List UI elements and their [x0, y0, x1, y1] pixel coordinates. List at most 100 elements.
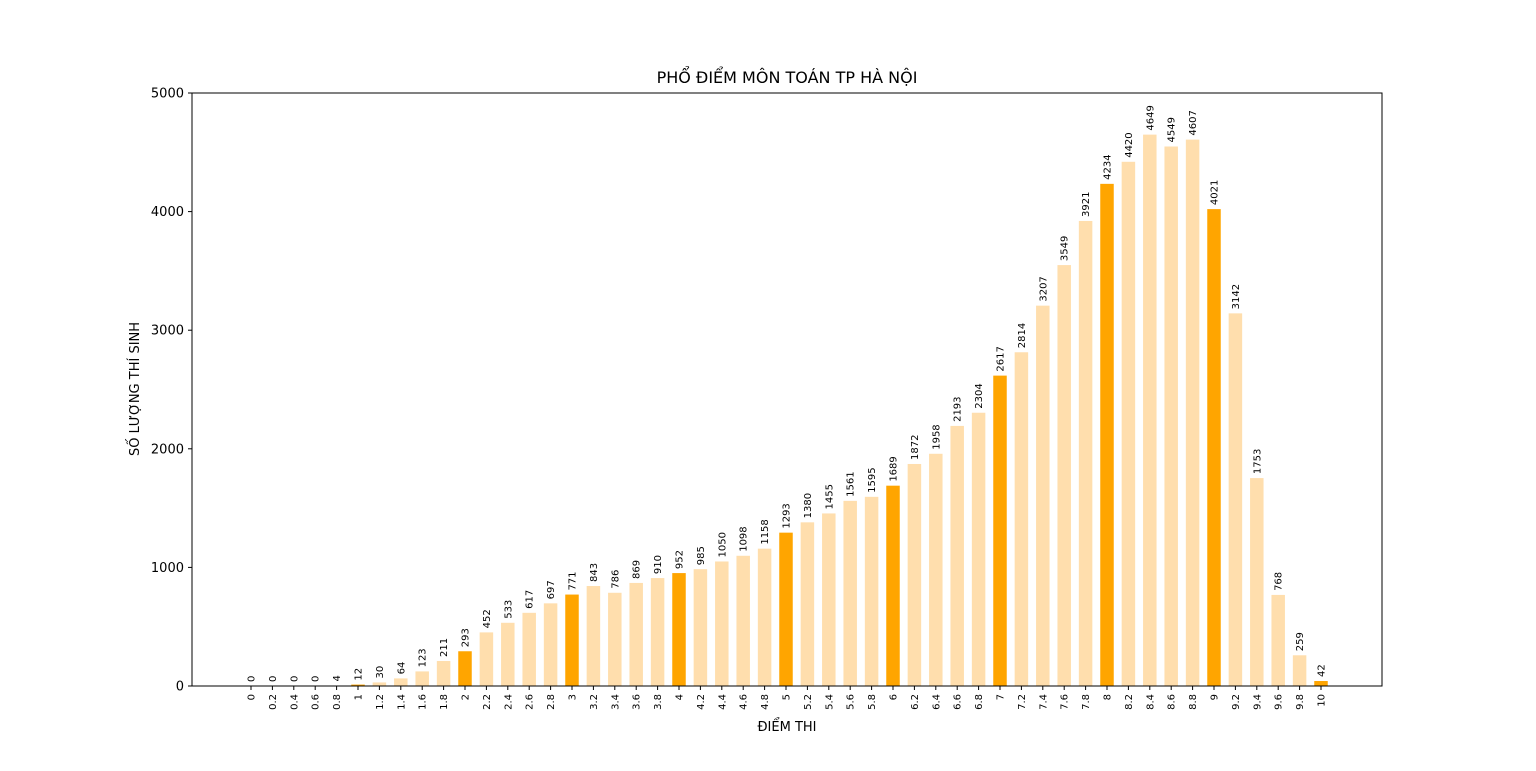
bar-2.2	[479, 632, 494, 686]
bar-8.8	[1185, 139, 1200, 687]
bar-value-label-0.6: 0	[311, 676, 322, 682]
bar-7	[993, 375, 1007, 686]
bar-2.4	[501, 622, 515, 686]
bar-3	[565, 594, 579, 686]
bar-value-label-4.4: 1050	[717, 532, 728, 557]
bar-1.8	[436, 660, 451, 686]
bar-value-label-5.8: 1595	[867, 467, 878, 492]
bar-6.2	[907, 463, 922, 686]
bar-value-label-0.4: 0	[289, 676, 300, 682]
bar-value-label-4: 952	[675, 550, 686, 569]
x-tick-label-8.8: 8.8	[1188, 694, 1199, 710]
bar-value-label-8.6: 4549	[1167, 117, 1178, 142]
bar-value-label-8.2: 4420	[1124, 132, 1135, 157]
bar-value-label-6.8: 2304	[974, 383, 985, 408]
bar-value-label-6.4: 1958	[931, 424, 942, 449]
x-tick-label-2.2: 2.2	[482, 694, 493, 710]
x-tick-label-0: 0	[247, 694, 258, 700]
x-tick-label-6.4: 6.4	[931, 694, 942, 710]
x-tick-label-0.6: 0.6	[311, 694, 322, 710]
y-axis-label: SỐ LƯỢNG THÍ SINH	[126, 322, 143, 456]
bar-value-label-0.8: 4	[332, 675, 343, 681]
bar-9	[1207, 209, 1221, 687]
bar-value-label-4.8: 1158	[760, 519, 771, 544]
bar-value-label-2.8: 697	[546, 580, 557, 599]
bar-value-label-9.4: 1753	[1252, 449, 1263, 474]
bar-3.4	[608, 592, 622, 686]
bar-7.2	[1014, 352, 1029, 686]
bar-6.6	[950, 425, 964, 686]
bar-9.6	[1271, 594, 1285, 686]
x-tick-label-9.8: 9.8	[1295, 694, 1306, 710]
bar-1.2	[372, 682, 387, 686]
bar-6.4	[929, 453, 943, 686]
bar-9.2	[1228, 313, 1243, 686]
bar-value-label-7.4: 3207	[1038, 276, 1049, 301]
bar-value-label-1.2: 30	[375, 666, 386, 679]
y-axis-ticks: 0 1000 2000 3000 4000 5000	[151, 87, 192, 695]
x-axis-label: ĐIỂM THI	[757, 718, 816, 735]
x-tick-label-4: 4	[675, 694, 686, 700]
bar-value-label-6: 1689	[889, 456, 900, 481]
bar-value-label-2.6: 617	[525, 590, 536, 609]
x-tick-label-6.2: 6.2	[910, 694, 921, 710]
x-tick-label-0.8: 0.8	[332, 694, 343, 710]
bar-value-label-3.8: 910	[653, 555, 664, 574]
x-tick-label-3.8: 3.8	[653, 694, 664, 710]
bar-value-label-7.8: 3921	[1081, 192, 1092, 217]
x-tick-label-3.2: 3.2	[589, 694, 600, 710]
bar-1.6	[415, 671, 429, 686]
x-tick-label-5.8: 5.8	[867, 694, 878, 710]
y-tick-label-0: 0	[176, 680, 184, 695]
x-tick-label-1.8: 1.8	[439, 694, 450, 710]
bar-5.8	[864, 496, 879, 686]
bar-value-label-3.2: 843	[589, 563, 600, 582]
value-labels-group: 0 0 0 0 4 12 30 64 123 211 293 452 533 617 697 771 843 78…	[247, 105, 1328, 682]
x-tick-label-4.4: 4.4	[717, 694, 728, 710]
bar-value-label-9.8: 259	[1295, 632, 1306, 651]
plot-frame	[191, 92, 1383, 687]
bar-2.6	[522, 612, 536, 686]
bar-value-label-7.6: 3549	[1060, 236, 1071, 261]
y-tick-label-1000: 1000	[151, 561, 184, 576]
x-tick-label-8.2: 8.2	[1124, 694, 1135, 710]
x-tick-label-6: 6	[889, 694, 900, 700]
bar-value-label-1.6: 123	[418, 648, 429, 667]
y-tick-label-3000: 3000	[151, 324, 184, 339]
x-tick-label-5.2: 5.2	[803, 694, 814, 710]
bar-1.4	[394, 678, 408, 686]
bar-2	[458, 651, 472, 686]
bar-value-label-7: 2617	[996, 346, 1007, 371]
y-tick-label-2000: 2000	[151, 442, 184, 457]
x-tick-label-3: 3	[568, 694, 579, 700]
x-tick-label-7: 7	[996, 694, 1007, 700]
x-tick-label-3.6: 3.6	[632, 694, 643, 710]
x-tick-label-1.6: 1.6	[418, 694, 429, 710]
bar-value-label-1.8: 211	[439, 638, 450, 657]
x-tick-label-9: 9	[1210, 694, 1221, 700]
bar-value-label-2.4: 533	[503, 600, 514, 619]
bar-6	[886, 485, 900, 686]
x-tick-label-5.4: 5.4	[824, 694, 835, 710]
x-tick-label-8: 8	[1103, 694, 1114, 700]
x-tick-label-5: 5	[782, 694, 793, 700]
bar-7.4	[1036, 305, 1050, 686]
x-tick-label-4.2: 4.2	[696, 694, 707, 710]
x-tick-label-2.4: 2.4	[503, 694, 514, 710]
bar-5.4	[822, 513, 836, 686]
bar-value-label-5.6: 1561	[846, 471, 857, 496]
bar-2.8	[543, 603, 558, 686]
x-tick-label-7.2: 7.2	[1017, 694, 1028, 710]
bar-value-label-5: 1293	[782, 503, 793, 528]
bar-8	[1100, 183, 1114, 686]
bar-value-label-6.6: 2193	[953, 396, 964, 421]
bar-7.6	[1057, 265, 1071, 686]
bar-value-label-10: 42	[1317, 664, 1328, 677]
bar-10	[1314, 681, 1328, 686]
x-tick-label-4.6: 4.6	[739, 694, 750, 710]
bar-value-label-5.2: 1380	[803, 493, 814, 518]
x-tick-label-6.6: 6.6	[953, 694, 964, 710]
x-tick-label-4.8: 4.8	[760, 694, 771, 710]
bar-value-label-9.6: 768	[1274, 572, 1285, 591]
bar-value-label-2.2: 452	[482, 609, 493, 628]
